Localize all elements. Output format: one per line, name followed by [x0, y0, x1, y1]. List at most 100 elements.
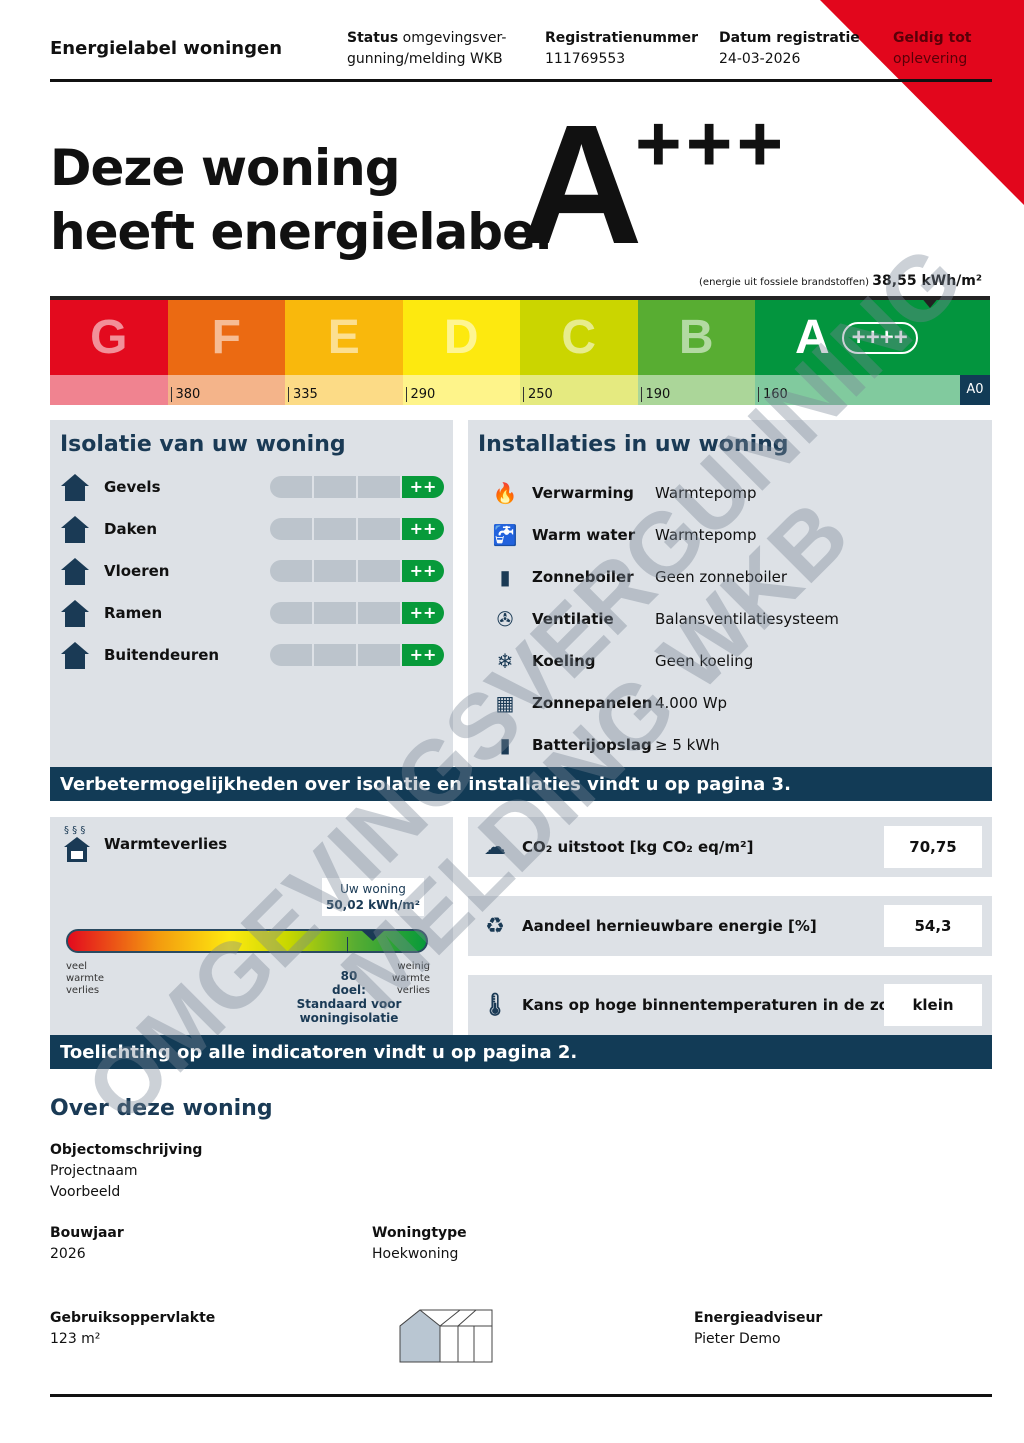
- rating-segment: [270, 518, 312, 540]
- valid-field: Geldig tot oplevering: [893, 28, 972, 70]
- isolation-row-ramen: Ramen: [60, 598, 162, 628]
- indicator-row: ♻ Aandeel hernieuwbare energie [%] 54,3: [468, 896, 992, 956]
- object-line-2: Voorbeeld: [50, 1184, 121, 1200]
- footer-divider: [50, 1394, 992, 1397]
- installation-label: Warm water: [532, 526, 636, 544]
- installation-value: ≥ 5 kWh: [655, 736, 720, 754]
- rating-value: ++: [402, 602, 444, 624]
- scale-class-F: F 380: [167, 300, 285, 405]
- rating-segment: [270, 476, 312, 498]
- object-line-1: Projectnaam: [50, 1163, 138, 1179]
- indicator-value: klein: [884, 984, 982, 1026]
- scale-letter: C: [520, 300, 638, 375]
- rating-segment: [314, 518, 356, 540]
- installation-label: Verwarming: [532, 484, 634, 502]
- target-desc: Standaard voor woningisolatie: [296, 997, 402, 1025]
- scale-threshold: 250: [520, 375, 638, 405]
- type-label: Woningtype: [372, 1225, 467, 1241]
- isolation-rating-meter: ++: [270, 518, 444, 540]
- indicator-row: 🌡 Kans op hoge binnentemperaturen in de z…: [468, 975, 992, 1035]
- scale-letter-text: G: [90, 311, 128, 364]
- scale-letter: D: [402, 300, 520, 375]
- threshold-value: 250: [523, 387, 553, 402]
- year-label: Bouwjaar: [50, 1225, 124, 1241]
- registration-value: 111769553: [545, 51, 626, 67]
- isolation-label: Vloeren: [104, 562, 170, 580]
- advisor-value: Pieter Demo: [694, 1331, 781, 1347]
- your-home-callout: Uw woning 50,02 kWh/m²: [322, 878, 424, 916]
- heading-line-2: heeft energielabel: [50, 203, 552, 261]
- improvement-banner: Verbetermogelijkheden over isolatie en i…: [50, 767, 992, 801]
- status-field: Status omgevingsver-gunning/melding WKB: [347, 28, 517, 70]
- type-value: Hoekwoning: [372, 1246, 459, 1262]
- target-value: 80: [340, 969, 358, 983]
- scale-class-A: A ++++ 160 A0: [755, 296, 990, 405]
- scale-threshold: 190: [637, 375, 755, 405]
- installation-value: 4.000 Wp: [655, 694, 728, 712]
- valid-label: Geldig tot: [893, 30, 972, 46]
- isolation-rating-meter: ++: [270, 602, 444, 624]
- registration-field: Registratienummer 111769553: [545, 28, 698, 70]
- isolation-row-gevels: Gevels: [60, 472, 161, 502]
- isolation-label: Gevels: [104, 478, 161, 496]
- current-class-badge: ++++: [841, 321, 918, 354]
- scale-letter: B: [637, 300, 755, 375]
- scale-class-C: C 250: [520, 300, 638, 405]
- energy-class: A: [520, 90, 643, 280]
- target-label: doel:: [332, 983, 366, 997]
- co2-icon: ☁: [484, 834, 506, 860]
- rating-value: ++: [402, 518, 444, 540]
- fossil-note: (energie uit fossiele brandstoffen): [699, 277, 870, 288]
- fan-icon: ✇: [496, 607, 514, 631]
- advisor-label: Energieadviseur: [694, 1310, 823, 1326]
- rating-segment: [270, 560, 312, 582]
- isolation-label: Daken: [104, 520, 157, 538]
- tap-icon: 🚰: [492, 523, 518, 547]
- current-pointer: [920, 296, 940, 308]
- installation-label: Zonneboiler: [532, 568, 634, 586]
- house-icon: [60, 640, 90, 670]
- indicator-row: ☁ CO₂ uitstoot [kg CO₂ eq/m²] 70,75: [468, 817, 992, 877]
- threshold-value: 160: [758, 387, 788, 402]
- installation-value: Balansventilatiesysteem: [655, 610, 839, 628]
- scale-letter-text: F: [211, 311, 241, 364]
- scale-letter: G: [50, 300, 168, 375]
- battery-icon: ▮: [499, 733, 511, 757]
- scale-letter-text: E: [327, 311, 360, 364]
- indicator-value: 70,75: [884, 826, 982, 868]
- rating-segment: [270, 644, 312, 666]
- threshold-value: 290: [405, 387, 436, 402]
- a0-marker: A0: [960, 375, 990, 405]
- status-value: omgevingsver-gunning/melding WKB: [347, 30, 507, 67]
- object-description: Objectomschrijving Projectnaam Voorbeeld: [50, 1140, 202, 1203]
- rating-segment: [358, 476, 400, 498]
- status-label: Status: [347, 30, 399, 46]
- scale-class-D: D 290: [402, 300, 520, 405]
- installations-title: Installaties in uw woning: [478, 432, 789, 457]
- heading-line-1: Deze woning: [50, 139, 401, 197]
- your-home-label: Uw woning: [340, 882, 406, 896]
- threshold-value: 190: [640, 387, 671, 402]
- your-home-pointer: [361, 930, 385, 941]
- scale-letter-text: A: [795, 311, 830, 364]
- rating-segment: [358, 644, 400, 666]
- snowflake-icon: ❄: [496, 649, 514, 673]
- scale-letter-text: B: [678, 311, 714, 364]
- energy-advisor: Energieadviseur Pieter Demo: [694, 1308, 822, 1350]
- installation-row: 🔥 Verwarming Warmtepomp: [490, 478, 757, 508]
- scale-class-B: B 190: [637, 300, 755, 405]
- heat-waves-icon: § § §: [64, 825, 86, 836]
- installation-row: 🚰 Warm water Warmtepomp: [490, 520, 757, 550]
- installation-row: ▮ Batterijopslag ≥ 5 kWh: [490, 730, 720, 760]
- header-divider: [50, 79, 992, 82]
- date-label: Datum registratie: [719, 30, 860, 46]
- isolation-rating-meter: ++: [270, 560, 444, 582]
- energy-class-plus: +++: [635, 99, 788, 188]
- solar-panel-icon: ▦: [495, 691, 515, 715]
- scale-threshold: 335: [285, 375, 403, 405]
- isolation-label: Buitendeuren: [104, 646, 220, 664]
- target-info: 80 doel: Standaard voor woningisolatie: [290, 969, 408, 1025]
- installation-label: Zonnepanelen: [532, 694, 653, 712]
- scale-threshold: [50, 375, 168, 405]
- isolation-row-vloeren: Vloeren: [60, 556, 169, 586]
